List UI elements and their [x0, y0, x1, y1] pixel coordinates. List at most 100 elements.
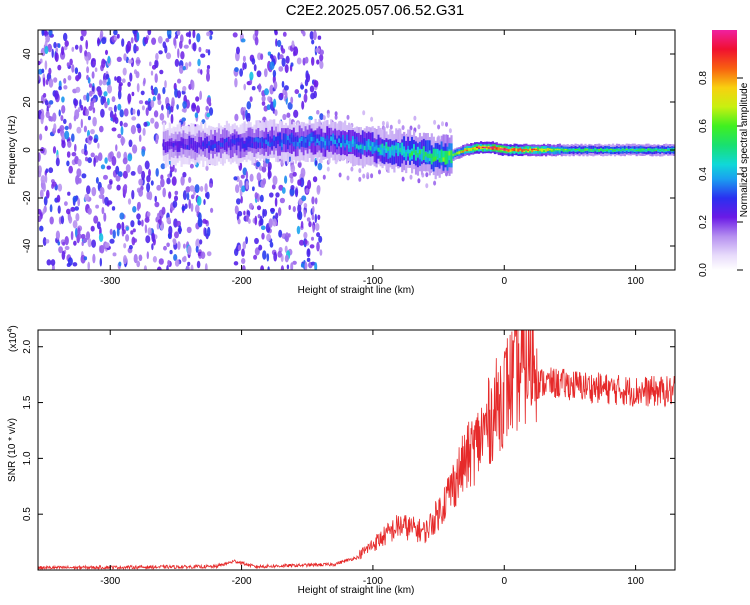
- spectrogram-cell: [311, 213, 315, 221]
- spectrogram-ridge-cell: [647, 148, 650, 151]
- spectrogram-ridge-cell: [288, 138, 292, 143]
- spectrogram-cell: [116, 33, 120, 39]
- spectrogram-cell: [181, 256, 187, 263]
- spectrogram-cell: [266, 104, 271, 111]
- spectrogram-ridge-cell: [602, 149, 605, 152]
- spectrogram-ridge-cell: [318, 141, 321, 146]
- spectrogram-ridge-cell: [263, 139, 266, 144]
- spectrogram-cell: [159, 69, 164, 75]
- spectrogram-cell: [272, 69, 277, 78]
- spectrogram-ridge-cell: [509, 148, 512, 153]
- spectrogram-cell: [45, 79, 49, 86]
- spectrogram-ridge-cell: [462, 150, 465, 153]
- spectrogram-cell: [109, 180, 113, 185]
- spectrogram-ridge-cell: [298, 137, 301, 149]
- spectrogram-ridge-cell: [373, 146, 376, 151]
- spectrogram-cell: [125, 226, 129, 231]
- spectrogram-cell: [314, 197, 318, 205]
- spectrogram-cell: [99, 125, 104, 133]
- spectrogram-cell: [144, 224, 148, 234]
- spectrogram-cell: [276, 39, 282, 48]
- spectrogram-ridge-cell: [178, 145, 181, 150]
- spectrogram-ridge-cell: [361, 145, 364, 150]
- spectrogram-cell: [146, 175, 151, 183]
- spectrogram-cell: [165, 52, 172, 60]
- spectrogram-cell: [254, 30, 259, 37]
- spectrogram-ridge-cell: [613, 149, 617, 152]
- spectrogram-cell: [300, 30, 304, 34]
- spectrogram-ridge-cell: [269, 142, 272, 147]
- spectrogram-cell: [148, 168, 151, 177]
- spectrogram-ridge-cell: [438, 150, 441, 162]
- spectrogram-cell: [261, 101, 266, 106]
- spectrogram-cell: [80, 35, 84, 42]
- spectrogram-ridge-cell: [505, 148, 508, 151]
- spectrogram-cell: [63, 85, 68, 90]
- spectrogram-cell: [101, 37, 107, 45]
- spectrogram-cell: [188, 199, 191, 209]
- spectrogram-cell: [70, 230, 74, 241]
- spectrogram-cell: [77, 177, 82, 184]
- spectrogram-ridge-cell: [326, 136, 329, 141]
- spectrogram-ridge-cell: [590, 149, 593, 151]
- spectrogram-cell: [83, 237, 88, 243]
- spectrogram-cell: [234, 77, 238, 88]
- spectrogram-cell: [233, 176, 238, 181]
- spectrogram-cell: [54, 90, 59, 100]
- spectrogram-cell: [152, 255, 157, 263]
- spectrogram-ridge-cell: [442, 150, 445, 162]
- spectrogram-ridge-cell: [367, 142, 370, 147]
- spectrogram-ridge-cell: [442, 157, 445, 162]
- spectrogram-cell: [90, 225, 95, 232]
- spectrogram-ridge-cell: [456, 152, 459, 154]
- spectrogram-cell: [86, 56, 89, 65]
- spectrogram-cell: [64, 201, 68, 207]
- spectrogram-cell: [71, 46, 75, 52]
- spectrogram-cell: [48, 67, 52, 75]
- spectrogram-cell: [75, 213, 80, 222]
- spectrogram-cell: [190, 264, 194, 270]
- spectrogram-cell: [253, 254, 258, 260]
- spectrogram-cell: [146, 182, 151, 193]
- spectrogram-ridge-cell: [468, 148, 471, 150]
- spectrogram-cell: [87, 261, 90, 270]
- spectrogram-cell: [145, 107, 149, 116]
- spectrogram-cell: [74, 44, 79, 50]
- spectrogram-ridge-cell: [217, 140, 221, 146]
- spectrogram-cell: [64, 130, 70, 140]
- spectrogram-cell: [262, 208, 265, 219]
- spectrogram-ridge-cell: [184, 144, 187, 149]
- spectrogram-cell: [315, 47, 321, 53]
- spectrogram-cell: [319, 249, 323, 256]
- spectrogram-ridge-cell: [401, 151, 404, 156]
- spectrogram-cell: [155, 134, 159, 141]
- spectrogram-ridge-cell: [414, 149, 418, 161]
- spectrogram-cell: [160, 163, 166, 170]
- spectrogram-cell: [130, 230, 134, 235]
- spectrogram-cell: [47, 43, 52, 53]
- spectrogram-cell: [59, 125, 65, 132]
- colorbar-tick-label: 0.2: [698, 215, 709, 229]
- spectrogram-cell: [72, 220, 78, 229]
- spectrogram-cell: [246, 101, 252, 110]
- spectrogram-cell: [41, 30, 45, 37]
- spectrogram-cell: [52, 146, 57, 154]
- spectrogram-cell: [140, 90, 145, 96]
- spectrogram-ridge-cell: [535, 149, 538, 151]
- spectrogram-ridge-cell: [223, 138, 226, 144]
- spectrogram-cell: [119, 212, 125, 220]
- spectrogram-ridge-cell: [537, 149, 540, 151]
- spectrogram-ridge-cell: [324, 141, 327, 146]
- spectrogram-cell: [70, 206, 76, 212]
- spectrogram-cell: [167, 259, 171, 267]
- spectrogram-cell: [273, 80, 278, 90]
- spectrogram-ridge-cell: [615, 148, 619, 152]
- spectrogram-cell: [206, 68, 210, 75]
- spectrogram-ridge-cell: [485, 146, 489, 148]
- y-tick-label: -40: [22, 238, 33, 253]
- spectrogram-ridge-cell: [513, 149, 516, 152]
- spectrogram-cell: [93, 215, 99, 224]
- spectrogram-cell: [204, 183, 208, 193]
- spectrogram-cell: [90, 152, 95, 158]
- spectrogram-ridge-cell: [454, 153, 457, 155]
